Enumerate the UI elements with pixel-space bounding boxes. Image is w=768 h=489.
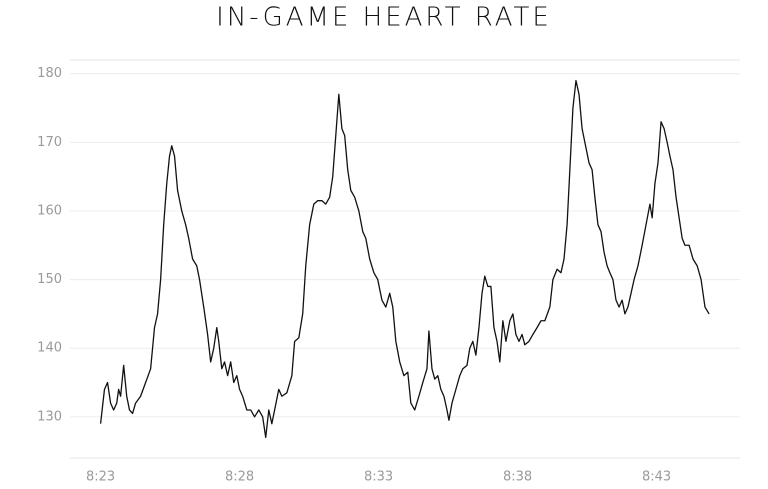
y-tick-label: 170 bbox=[37, 135, 62, 150]
y-tick-label: 150 bbox=[37, 272, 62, 287]
x-tick-label: 8:38 bbox=[503, 470, 532, 485]
y-tick-label: 130 bbox=[37, 409, 62, 424]
x-tick-label: 8:28 bbox=[225, 470, 254, 485]
x-tick-label: 8:33 bbox=[364, 470, 393, 485]
x-tick-label: 8:43 bbox=[642, 470, 671, 485]
y-tick-label: 140 bbox=[37, 341, 62, 356]
chart-title: IN-GAME HEART RATE bbox=[216, 3, 552, 33]
x-tick-label: 8:23 bbox=[86, 470, 115, 485]
y-tick-label: 160 bbox=[37, 203, 62, 218]
heart-rate-line bbox=[99, 79, 710, 439]
y-tick-label: 180 bbox=[37, 66, 62, 81]
